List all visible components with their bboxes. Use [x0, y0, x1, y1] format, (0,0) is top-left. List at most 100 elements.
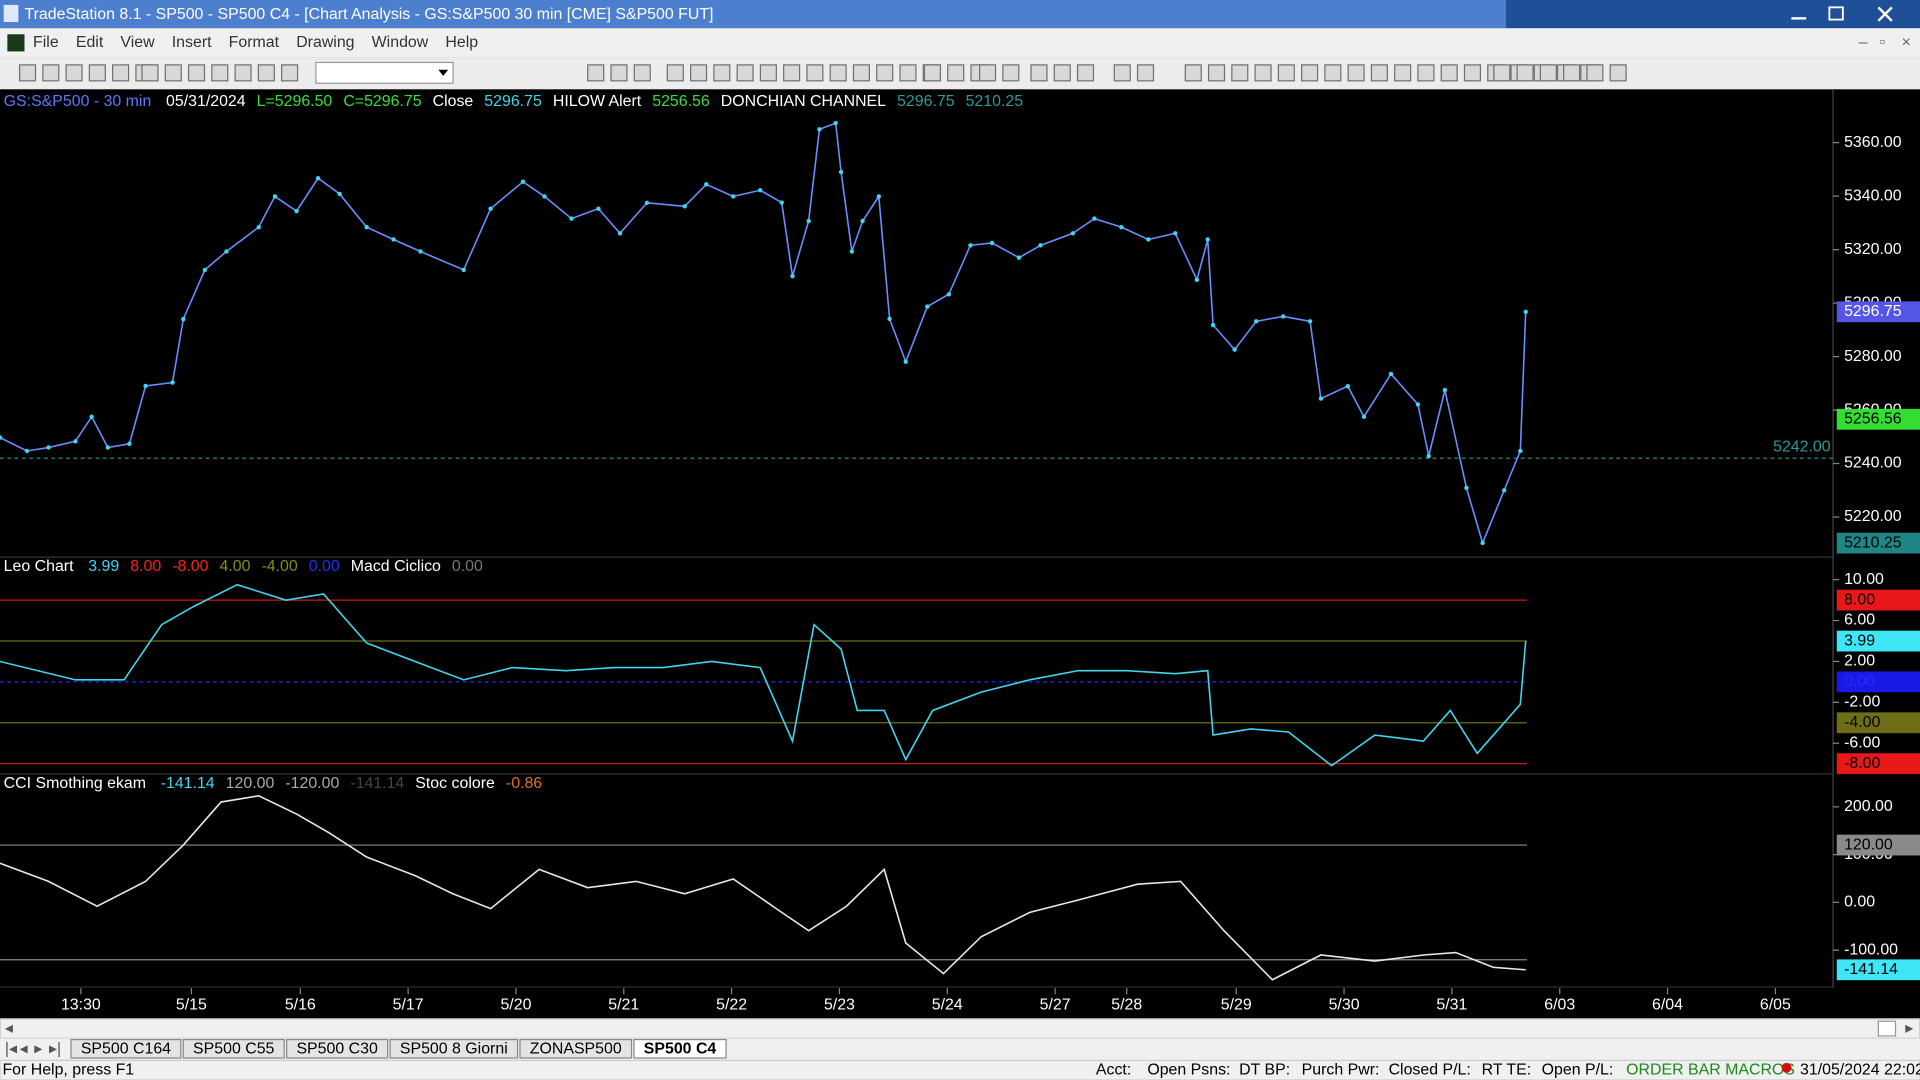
toolbar-icon[interactable] [141, 64, 159, 82]
menu-item[interactable]: File [33, 34, 59, 51]
series-dot [887, 316, 892, 322]
series-dot [757, 188, 763, 193]
toolbar-icon[interactable] [923, 64, 942, 82]
toolbar-icon[interactable] [666, 64, 684, 82]
mdi-close[interactable]: × [1902, 34, 1911, 51]
toolbar-icon[interactable] [690, 64, 708, 82]
toolbar-icon[interactable] [281, 64, 299, 82]
toolbar-icon[interactable] [234, 64, 252, 82]
toolbar-icon[interactable] [1586, 64, 1604, 82]
minimize-button[interactable] [1780, 2, 1818, 26]
toolbar-icon[interactable] [42, 64, 60, 82]
scrollbar[interactable] [0, 1018, 1920, 1039]
toolbar-icon[interactable] [899, 64, 917, 82]
toolbar-icon[interactable] [1539, 64, 1557, 82]
menu-item[interactable]: Window [372, 34, 429, 51]
scroll-thumb[interactable] [1877, 1020, 1897, 1037]
scroll-right[interactable]: ▸ [1905, 1020, 1913, 1037]
toolbar-icon[interactable] [1002, 64, 1020, 82]
toolbar-icon[interactable] [1440, 64, 1458, 82]
toolbar-icon[interactable] [736, 64, 754, 82]
sheet-tab-label[interactable]: SP500 8 Giorni [400, 1041, 508, 1058]
menu-item[interactable]: Edit [76, 34, 104, 51]
toolbar-icon[interactable] [610, 64, 628, 82]
sheet-tab-label[interactable]: ZONASP500 [530, 1041, 622, 1058]
toolbar-icon[interactable] [1516, 64, 1534, 82]
axis-value-box [1836, 532, 1920, 554]
toolbar-icon[interactable] [1053, 64, 1071, 82]
status-macros[interactable]: ORDER BAR MACROS [1626, 1061, 1795, 1078]
toolbar-icon[interactable] [1563, 64, 1581, 82]
toolbar-icon[interactable] [1609, 64, 1627, 82]
sheet-tab[interactable] [389, 1038, 519, 1059]
toolbar-icon[interactable] [633, 64, 651, 82]
series-dot [0, 435, 3, 440]
sheet-tab-label[interactable]: SP500 C30 [296, 1041, 378, 1058]
series-line [0, 794, 1526, 981]
toolbar-icon[interactable] [587, 64, 605, 82]
sheet-tab[interactable] [519, 1038, 633, 1059]
scroll-left[interactable]: ◂ [5, 1020, 13, 1037]
x-tick-label: 6/04 [1652, 997, 1683, 1014]
toolbar-icon[interactable] [947, 64, 965, 82]
toolbar-icon[interactable] [1277, 64, 1295, 82]
toolbar-icon[interactable] [18, 64, 37, 82]
toolbar-icon[interactable] [783, 64, 801, 82]
toolbar-icon[interactable] [1370, 64, 1388, 82]
sheet-tab[interactable] [633, 1038, 727, 1059]
axis-value-label: 3.99 [1844, 632, 1875, 649]
toolbar-icon[interactable] [1301, 64, 1319, 82]
restore-button[interactable] [1819, 2, 1857, 26]
toolbar-icon[interactable] [829, 64, 847, 82]
toolbar-icon[interactable] [1136, 64, 1155, 82]
tab-nav[interactable]: |◂ [5, 1041, 17, 1058]
tab-nav[interactable]: ◂ [20, 1041, 28, 1058]
toolbar-icon[interactable] [806, 64, 824, 82]
mdi-minimize[interactable]: – [1859, 34, 1868, 51]
sheet-tab[interactable] [182, 1038, 285, 1059]
sheet-tab-label[interactable]: SP500 C4 [644, 1041, 717, 1058]
toolbar-icon[interactable] [1030, 64, 1048, 82]
toolbar-icon[interactable] [1076, 64, 1095, 82]
sheet-tab-label[interactable]: SP500 C164 [81, 1041, 171, 1058]
toolbar-icon[interactable] [1207, 64, 1226, 82]
x-tick-label: 5/21 [608, 997, 639, 1014]
toolbar-icon[interactable] [257, 64, 275, 82]
toolbar-icon[interactable] [1463, 64, 1482, 82]
toolbar-icon[interactable] [211, 64, 229, 82]
tab-nav[interactable]: ▸| [49, 1041, 61, 1058]
toolbar-icon[interactable] [852, 64, 870, 82]
toolbar-icon[interactable] [1184, 64, 1202, 82]
toolbar-icon[interactable] [164, 64, 182, 82]
toolbar-icon[interactable] [112, 64, 130, 82]
menu-item[interactable]: View [120, 34, 155, 51]
sheet-tab-label[interactable]: SP500 C55 [193, 1041, 275, 1058]
panel-header-text: -141.14 [350, 775, 404, 792]
menu-item[interactable]: Format [229, 34, 280, 51]
toolbar-icon[interactable] [88, 64, 106, 82]
toolbar-icon[interactable] [65, 64, 83, 82]
tab-nav[interactable]: ▸ [34, 1041, 42, 1058]
toolbar-icon[interactable] [759, 64, 777, 82]
menu-item[interactable]: Help [445, 34, 478, 51]
toolbar-icon[interactable] [876, 64, 894, 82]
sheet-tab[interactable] [286, 1038, 389, 1059]
toolbar-icon[interactable] [187, 64, 206, 82]
toolbar-icon[interactable] [1394, 64, 1412, 82]
toolbar-icon[interactable] [1324, 64, 1342, 82]
toolbar-icon[interactable] [713, 64, 731, 82]
symbol-combo[interactable] [315, 61, 454, 84]
sheet-tab[interactable] [70, 1038, 182, 1059]
toolbar-icon[interactable] [1347, 64, 1365, 82]
toolbar-icon[interactable] [1254, 64, 1272, 82]
x-tick-label: 5/16 [285, 997, 316, 1014]
toolbar-icon[interactable] [1493, 64, 1511, 82]
toolbar-icon[interactable] [978, 64, 997, 82]
menu-item[interactable]: Drawing [296, 34, 354, 51]
toolbar-icon[interactable] [1417, 64, 1435, 82]
menu-item[interactable]: Insert [172, 34, 212, 51]
series-dot [838, 169, 844, 175]
mdi-restore[interactable]: ▫ [1880, 34, 1886, 51]
toolbar-icon[interactable] [1231, 64, 1249, 82]
toolbar-icon[interactable] [1113, 64, 1131, 82]
